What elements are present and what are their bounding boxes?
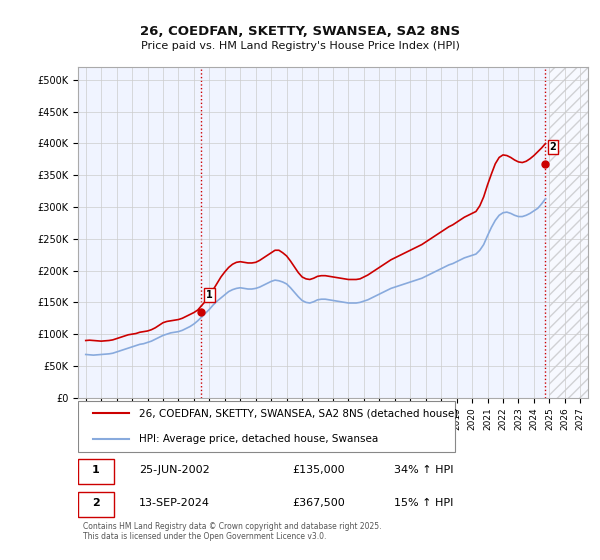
Text: 26, COEDFAN, SKETTY, SWANSEA, SA2 8NS: 26, COEDFAN, SKETTY, SWANSEA, SA2 8NS <box>140 25 460 38</box>
Text: 26, COEDFAN, SKETTY, SWANSEA, SA2 8NS (detached house): 26, COEDFAN, SKETTY, SWANSEA, SA2 8NS (d… <box>139 408 458 418</box>
Text: 2: 2 <box>550 142 556 152</box>
Bar <box>550 67 588 398</box>
Text: £367,500: £367,500 <box>292 498 345 508</box>
Text: 1: 1 <box>92 465 100 475</box>
Text: 15% ↑ HPI: 15% ↑ HPI <box>394 498 454 508</box>
Text: £135,000: £135,000 <box>292 465 345 475</box>
FancyBboxPatch shape <box>78 492 114 517</box>
FancyBboxPatch shape <box>78 401 455 452</box>
Text: Price paid vs. HM Land Registry's House Price Index (HPI): Price paid vs. HM Land Registry's House … <box>140 41 460 51</box>
FancyBboxPatch shape <box>78 459 114 484</box>
Text: 2: 2 <box>92 498 100 508</box>
Text: 1: 1 <box>206 290 213 300</box>
Text: HPI: Average price, detached house, Swansea: HPI: Average price, detached house, Swan… <box>139 434 379 444</box>
Text: Contains HM Land Registry data © Crown copyright and database right 2025.
This d: Contains HM Land Registry data © Crown c… <box>83 522 382 542</box>
Text: 25-JUN-2002: 25-JUN-2002 <box>139 465 210 475</box>
Text: 13-SEP-2024: 13-SEP-2024 <box>139 498 210 508</box>
Text: 34% ↑ HPI: 34% ↑ HPI <box>394 465 454 475</box>
